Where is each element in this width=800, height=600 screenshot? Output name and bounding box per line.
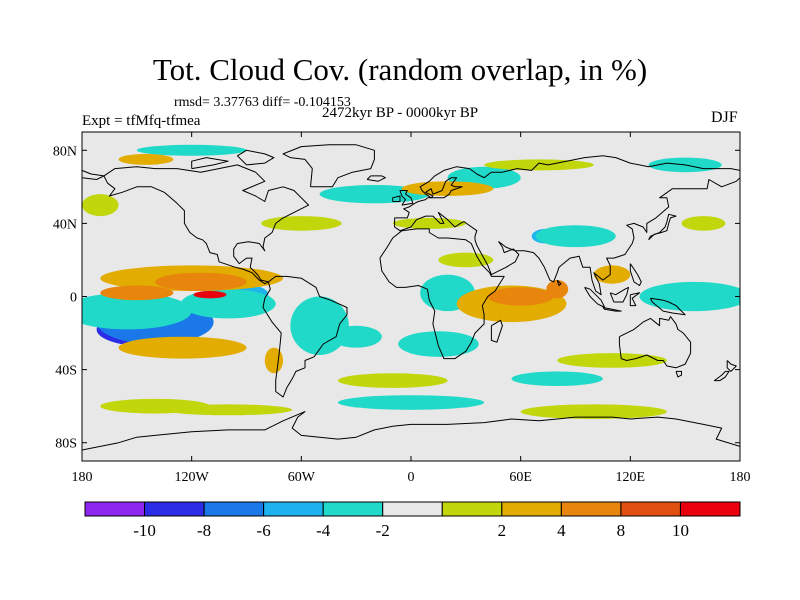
colorbar-label: -4	[316, 521, 331, 540]
anomaly-region	[264, 347, 284, 374]
colorbar-frame	[84, 501, 741, 517]
coastline	[675, 370, 682, 378]
anomaly-region	[557, 353, 667, 368]
lon-tick-label: 60W	[288, 470, 316, 485]
lat-tick-label: 0	[70, 291, 77, 306]
colorbar-swatch	[501, 501, 562, 517]
map-axes: 180 120W 60W 0 60E 120E 180 80N 40N 0 40S 80S	[53, 132, 751, 485]
lon-tick-label: 120E	[616, 470, 646, 485]
anomaly-region	[401, 181, 494, 196]
coastline	[648, 213, 677, 241]
coastline	[262, 275, 348, 398]
anomaly-region	[319, 185, 430, 204]
colorbar-swatch	[322, 501, 384, 517]
anomaly-region	[484, 159, 594, 171]
coastline	[379, 228, 505, 360]
coastline	[602, 307, 622, 312]
anomaly-region	[330, 325, 382, 348]
colorbar-swatch	[84, 501, 146, 517]
coastline	[82, 169, 105, 180]
anomaly-region	[593, 265, 631, 284]
anomaly-region	[164, 404, 293, 416]
colorbar-label: -6	[257, 521, 271, 540]
anomaly-region	[639, 281, 740, 312]
anomaly-region	[82, 292, 192, 330]
anomaly-region	[438, 252, 494, 268]
colorbar-swatch	[382, 501, 443, 517]
anomaly-region	[511, 371, 603, 387]
colorbar-swatch	[560, 501, 622, 517]
anomaly-region	[520, 404, 667, 419]
colorbar-swatch	[441, 501, 503, 517]
coastline	[609, 286, 629, 303]
anomaly-region	[337, 395, 485, 410]
season-label: DJF	[711, 109, 738, 126]
anomaly-region	[155, 272, 247, 292]
lat-tick-label: 80N	[53, 144, 77, 159]
anomaly-region	[193, 291, 227, 299]
colorbar-swatch	[263, 501, 324, 517]
period-label: 2472kyr BP - 0000kyr BP	[322, 105, 479, 121]
lat-tick-label: 80S	[55, 437, 77, 452]
coastlines	[82, 144, 740, 451]
colorbar-label: -10	[133, 521, 156, 540]
colorbar-swatch	[144, 501, 205, 517]
coastline	[282, 144, 375, 188]
colorbar-label: 4	[557, 521, 566, 540]
coastline	[103, 164, 310, 285]
anomaly-region	[118, 336, 247, 359]
anomaly-region	[136, 144, 247, 156]
colorbar-swatch	[620, 501, 681, 517]
anomaly-region	[535, 225, 616, 248]
lon-tick-label: 120W	[175, 470, 210, 485]
plot-title: Tot. Cloud Cov. (random overlap, in %)	[152, 52, 648, 87]
coastline	[399, 190, 414, 206]
colorbar-label: -8	[197, 521, 211, 540]
stats-line: rmsd= 3.37763 diff= -0.104153	[174, 95, 351, 110]
coastline	[726, 360, 737, 372]
anomaly-region	[100, 285, 174, 301]
colorbar-swatch	[679, 501, 741, 517]
coastline	[618, 316, 692, 369]
colorbar-label: 8	[617, 521, 626, 540]
anomaly-region	[337, 373, 448, 388]
coastline	[649, 297, 686, 316]
lon-tick-label: 180	[72, 470, 93, 485]
coastline	[629, 292, 640, 307]
lat-tick-label: 40N	[53, 217, 77, 232]
coastline	[394, 155, 740, 296]
colorbar-label: 2	[498, 521, 507, 540]
colorbar-swatch	[203, 501, 265, 517]
anomaly-region	[290, 296, 349, 355]
coastline	[82, 411, 740, 451]
lat-tick-label: 40S	[55, 364, 77, 379]
anomaly-region	[82, 194, 119, 217]
coastline	[366, 175, 386, 182]
coastline	[556, 279, 562, 286]
anomaly-region	[546, 280, 569, 299]
anomaly-region	[118, 153, 174, 165]
coastline	[629, 263, 642, 286]
colorbar: -10 -8 -6 -4 -2 2 4 8 10	[84, 501, 741, 540]
anomaly-region	[681, 216, 726, 231]
coastline	[490, 319, 503, 343]
lon-tick-label: 0	[408, 470, 415, 485]
colorbar-label: -2	[376, 521, 390, 540]
coastline	[392, 195, 401, 202]
coastline	[191, 157, 229, 170]
lon-tick-label: 60E	[509, 470, 532, 485]
coastline	[236, 149, 275, 166]
lon-tick-label: 180	[730, 470, 751, 485]
anomaly-region	[392, 217, 466, 229]
coastline	[713, 370, 730, 382]
anomaly-region	[487, 287, 554, 306]
colorbar-label: 10	[672, 521, 689, 540]
experiment-label: Expt = tfMfq-tfmea	[82, 113, 201, 129]
